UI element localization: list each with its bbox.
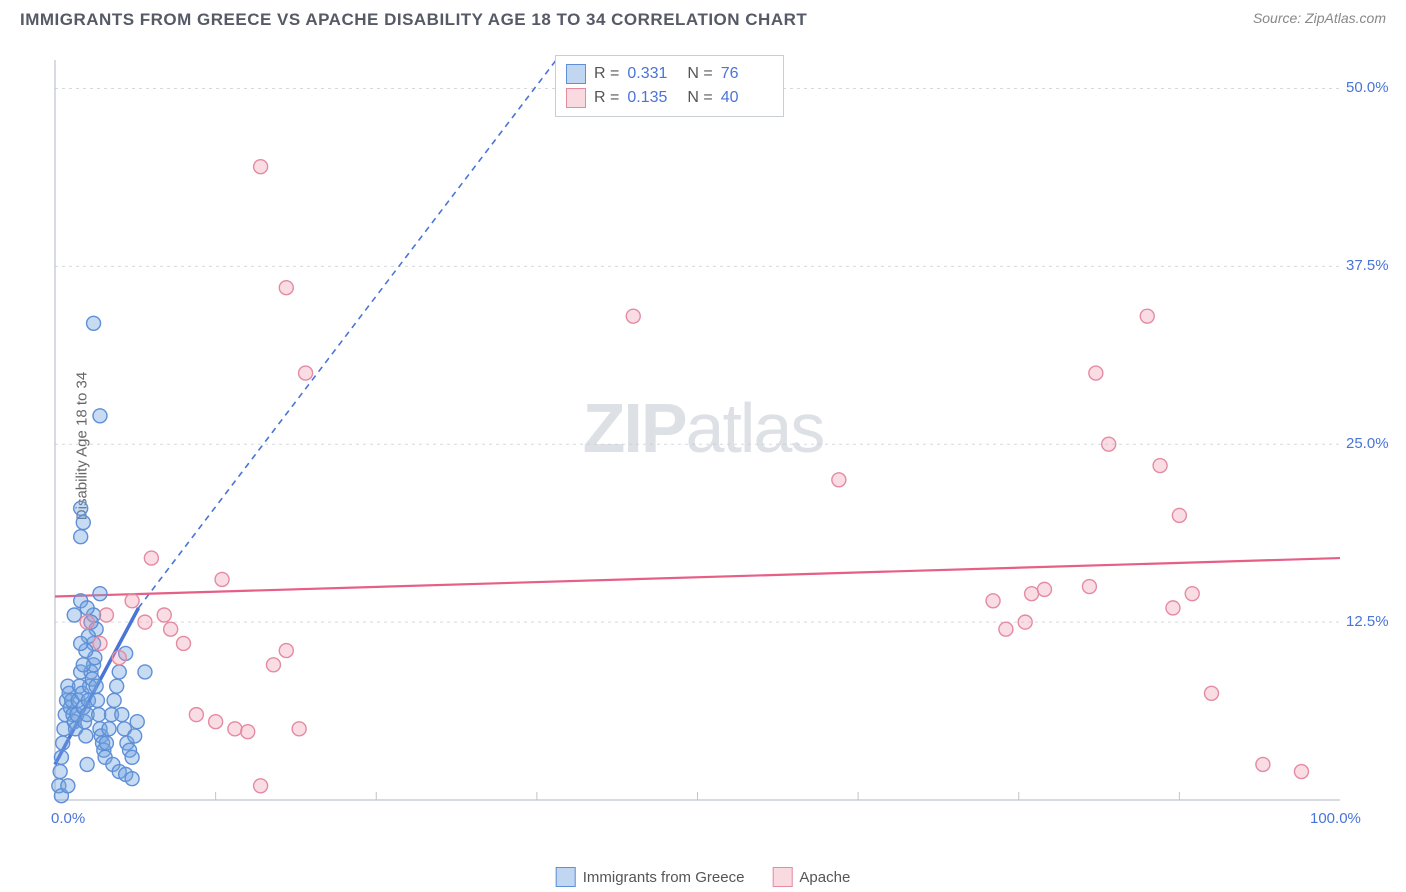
swatch-pink-icon: [566, 88, 586, 108]
chart-title: IMMIGRANTS FROM GREECE VS APACHE DISABIL…: [20, 10, 807, 30]
legend-label-greece: Immigrants from Greece: [583, 869, 745, 886]
axis-tick-label: 25.0%: [1346, 435, 1389, 452]
bottom-legend: Immigrants from Greece Apache: [556, 867, 851, 887]
n-value-greece: 76: [721, 65, 773, 83]
legend-item-greece: Immigrants from Greece: [556, 867, 745, 887]
source-attribution: Source: ZipAtlas.com: [1253, 10, 1386, 26]
n-label: N =: [687, 89, 712, 107]
axis-tick-label: 12.5%: [1346, 613, 1389, 630]
n-label: N =: [687, 65, 712, 83]
correlation-legend: R = 0.331 N = 76 R = 0.135 N = 40: [555, 55, 784, 117]
r-label: R =: [594, 89, 619, 107]
n-value-apache: 40: [721, 89, 773, 107]
r-label: R =: [594, 65, 619, 83]
axis-tick-label: 37.5%: [1346, 257, 1389, 274]
r-value-apache: 0.135: [627, 89, 679, 107]
axis-tick-label: 100.0%: [1310, 810, 1361, 827]
legend-label-apache: Apache: [799, 869, 850, 886]
scatter-plot: [50, 50, 1390, 840]
axis-tick-label: 0.0%: [51, 810, 85, 827]
legend-row-apache: R = 0.135 N = 40: [566, 86, 773, 110]
swatch-blue-icon: [566, 64, 586, 84]
swatch-blue-icon: [556, 867, 576, 887]
axis-tick-label: 50.0%: [1346, 79, 1389, 96]
legend-item-apache: Apache: [772, 867, 850, 887]
swatch-pink-icon: [772, 867, 792, 887]
legend-row-greece: R = 0.331 N = 76: [566, 62, 773, 86]
r-value-greece: 0.331: [627, 65, 679, 83]
chart-area: [50, 50, 1390, 840]
